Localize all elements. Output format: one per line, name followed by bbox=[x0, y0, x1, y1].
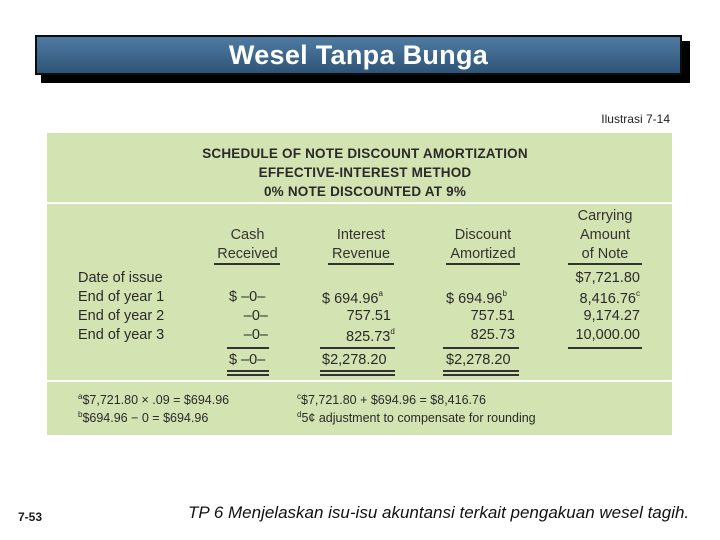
col-discount-line1: Discount bbox=[454, 227, 512, 243]
col-carrying-line1: Carrying bbox=[577, 208, 633, 224]
discount-value: 825.73 bbox=[470, 327, 515, 343]
cash-value: $ –0– bbox=[229, 289, 266, 305]
footnote-d-text: 5¢ adjustment to compensate for rounding bbox=[301, 411, 536, 425]
slide-title: Wesel Tanpa Bunga bbox=[228, 39, 489, 70]
title-bar: Wesel Tanpa Bunga bbox=[35, 35, 682, 75]
schedule-heading-2: EFFECTIVE-INTEREST METHOD bbox=[258, 165, 472, 180]
footnote-c-text: $7,721.80 + $694.96 = $8,416.76 bbox=[301, 393, 486, 407]
col-interest-line1: Interest bbox=[336, 227, 386, 243]
discount-value: 757.51 bbox=[470, 308, 515, 324]
interest-amount: 825.73 bbox=[346, 329, 391, 345]
col-discount-line2: Amortized bbox=[450, 246, 516, 262]
interest-amount: $ 694.96 bbox=[322, 291, 379, 307]
schedule-heading-3: 0% NOTE DISCOUNTED AT 9% bbox=[263, 184, 467, 199]
interest-value: 757.51 bbox=[346, 308, 391, 324]
schedule-panel bbox=[47, 133, 672, 435]
double-rule-interest bbox=[320, 370, 395, 376]
col-underline-interest bbox=[328, 263, 394, 265]
row-label: End of year 3 bbox=[78, 327, 165, 343]
col-header-carrying: Carrying Amount of Note bbox=[562, 207, 648, 264]
col-carrying-line3: of Note bbox=[581, 246, 629, 262]
footnote-a-text: $7,721.80 × .09 = $694.96 bbox=[82, 393, 230, 407]
footnote-mark-c: c bbox=[636, 289, 640, 298]
carrying-value: 10,000.00 bbox=[575, 327, 640, 343]
learning-objective: TP 6 Menjelaskan isu-isu akuntansi terka… bbox=[188, 503, 690, 522]
discount-value: $ 694.96b bbox=[446, 289, 507, 307]
double-rule-cash bbox=[227, 370, 269, 376]
discount-amount: $ 694.96 bbox=[446, 291, 503, 307]
footnote-c: c$7,721.80 + $694.96 = $8,416.76 bbox=[297, 392, 486, 407]
col-underline-carrying bbox=[568, 263, 642, 265]
rule-cash-total bbox=[227, 347, 269, 349]
col-cash-line1: Cash bbox=[230, 227, 265, 243]
row-label: Date of issue bbox=[78, 270, 163, 286]
footnote-mark-b: b bbox=[502, 289, 507, 298]
cash-total: $ –0– bbox=[229, 352, 266, 368]
footnote-c-mark: c bbox=[297, 392, 301, 401]
illustration-label: Ilustrasi 7-14 bbox=[601, 112, 670, 126]
interest-total: $2,278.20 bbox=[322, 352, 387, 368]
col-header-cash: Cash Received bbox=[210, 226, 285, 264]
footnote-a-mark: a bbox=[78, 392, 83, 401]
schedule-heading-1: SCHEDULE OF NOTE DISCOUNT AMORTIZATION bbox=[202, 146, 528, 161]
page-number: 7-53 bbox=[18, 510, 43, 524]
col-header-discount: Discount Amortized bbox=[440, 226, 526, 264]
interest-value: $ 694.96a bbox=[322, 289, 383, 307]
cash-value: –0– bbox=[243, 308, 268, 324]
footnote-mark-d: d bbox=[390, 327, 395, 336]
rule-interest-total bbox=[320, 347, 395, 349]
carrying-amount: 8,416.76 bbox=[579, 291, 636, 307]
col-underline-discount bbox=[446, 263, 520, 265]
col-interest-line2: Revenue bbox=[331, 246, 391, 262]
carrying-value: $7,721.80 bbox=[575, 270, 640, 286]
carrying-value: 9,174.27 bbox=[583, 308, 640, 324]
divider-notes bbox=[47, 380, 672, 382]
row-label: End of year 1 bbox=[78, 289, 165, 305]
carrying-value: 8,416.76c bbox=[580, 289, 640, 307]
rule-carrying-total bbox=[568, 347, 642, 349]
rule-discount-total bbox=[443, 347, 519, 349]
col-carrying-line2: Amount bbox=[580, 227, 630, 243]
footnote-d: d5¢ adjustment to compensate for roundin… bbox=[297, 410, 536, 425]
interest-value: 825.73d bbox=[346, 327, 395, 345]
row-label: End of year 2 bbox=[78, 308, 165, 324]
footnote-b: b$694.96 − 0 = $694.96 bbox=[78, 410, 208, 425]
col-underline-cash bbox=[214, 263, 280, 265]
col-cash-line2: Received bbox=[217, 246, 278, 262]
footnote-b-text: $694.96 − 0 = $694.96 bbox=[82, 411, 209, 425]
discount-total: $2,278.20 bbox=[446, 352, 511, 368]
double-rule-discount bbox=[443, 370, 519, 376]
footnote-d-mark: d bbox=[297, 410, 302, 419]
footnote-mark-a: a bbox=[378, 289, 383, 298]
footnote-a: a$7,721.80 × .09 = $694.96 bbox=[78, 392, 229, 407]
cash-value: –0– bbox=[243, 327, 268, 343]
footnote-b-mark: b bbox=[78, 410, 83, 419]
col-header-interest: Interest Revenue bbox=[320, 226, 402, 264]
divider-heading bbox=[47, 202, 672, 204]
